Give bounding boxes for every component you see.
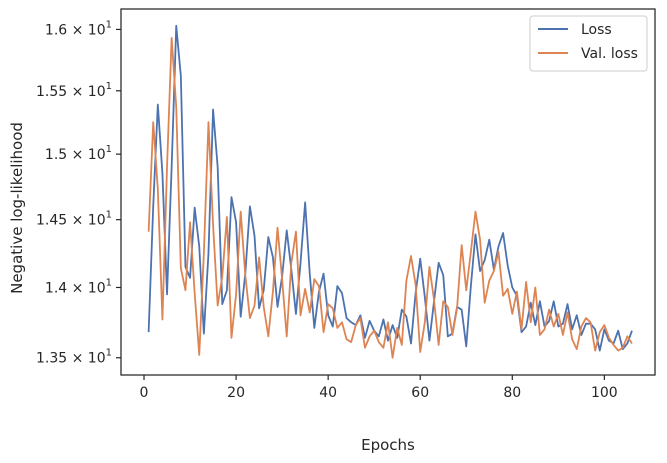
series-layer [147, 24, 633, 359]
x-tick-label: 0 [140, 385, 149, 401]
x-tick-label: 60 [411, 385, 429, 401]
y-axis: 1.35 × 101 1.4 × 101 1.45 × 101 1.5 × 101 1.… [36, 19, 121, 367]
series-line-val-loss [147, 37, 633, 359]
x-tick-label: 80 [503, 385, 521, 401]
y-tick-label: 1.5 × 101 [45, 144, 112, 163]
series-line-loss [147, 24, 633, 352]
x-tick-label: 100 [591, 385, 618, 401]
y-tick-label: 1.45 × 101 [36, 210, 112, 229]
legend: Loss Val. loss [529, 15, 648, 72]
y-tick-label: 1.55 × 101 [36, 81, 112, 100]
y-tick-label: 1.4 × 101 [45, 277, 112, 296]
y-axis-label: Negative log-likelihood [8, 122, 26, 294]
x-tick-label: 40 [319, 385, 337, 401]
legend-label-loss: Loss [581, 22, 612, 38]
y-tick-label: 1.35 × 101 [36, 348, 112, 367]
y-tick-label: 1.6 × 101 [45, 19, 112, 38]
x-axis: 0 20 40 60 80 100 [140, 375, 618, 401]
x-axis-label: Epochs [361, 436, 415, 454]
x-tick-label: 20 [227, 385, 245, 401]
legend-label-val-loss: Val. loss [581, 46, 638, 62]
